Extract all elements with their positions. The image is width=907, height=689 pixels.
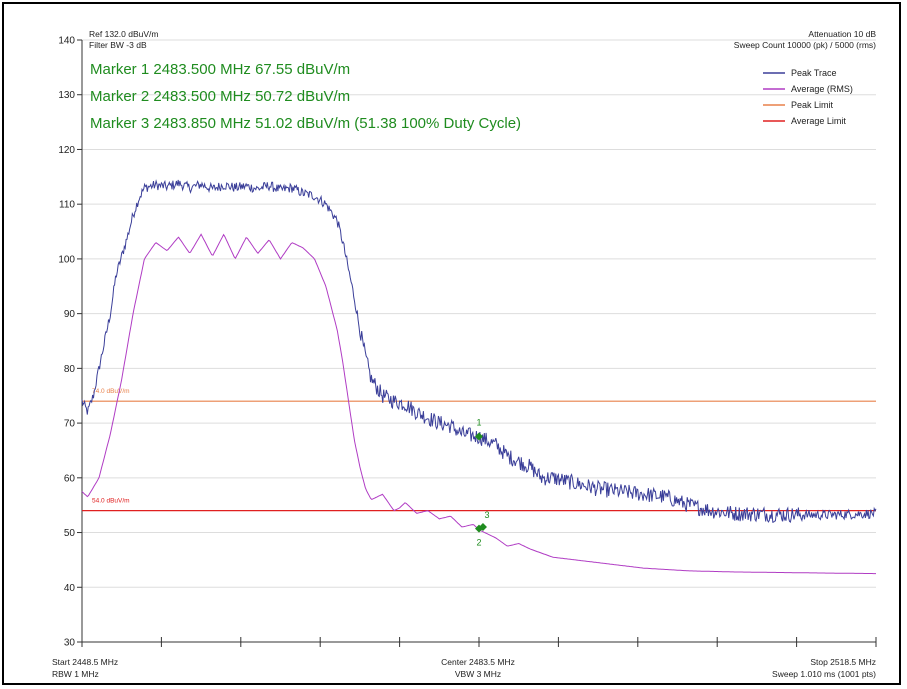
y-tick-label: 140 bbox=[58, 36, 75, 47]
legend: Peak Trace Average (RMS) Peak Limit Average… bbox=[763, 68, 853, 126]
y-tick-label: 50 bbox=[64, 528, 76, 539]
marker-1-readout: Marker 1 2483.500 MHz 67.55 dBuV/m bbox=[90, 61, 350, 78]
peak-limit-label: 74.0 dBuV/m bbox=[92, 388, 130, 395]
marker-3-label: 3 bbox=[484, 510, 489, 520]
ref-level-label: Ref 132.0 dBuV/m bbox=[89, 29, 158, 39]
rbw-label: RBW 1 MHz bbox=[52, 669, 99, 679]
marker-3-readout: Marker 3 2483.850 MHz 51.02 dBuV/m (51.3… bbox=[90, 115, 521, 132]
markers: 1 2 3 bbox=[475, 417, 489, 548]
stop-freq-label: Stop 2518.5 MHz bbox=[810, 657, 876, 667]
filter-bw-label: Filter BW -3 dB bbox=[89, 40, 147, 50]
average-trace bbox=[81, 233, 876, 575]
marker-1-diamond bbox=[475, 432, 483, 441]
average-limit-label: 54.0 dBuV/m bbox=[92, 498, 130, 505]
vbw-label: VBW 3 MHz bbox=[455, 669, 501, 679]
y-tick-label: 130 bbox=[58, 90, 75, 101]
marker-2-readout: Marker 2 2483.500 MHz 50.72 dBuV/m bbox=[90, 88, 350, 105]
y-tick-label: 120 bbox=[58, 145, 75, 156]
center-freq-label: Center 2483.5 MHz bbox=[441, 657, 515, 667]
y-tick-label: 40 bbox=[64, 583, 76, 594]
axes: 30 40 50 60 70 80 90 100 110 120 130 140 bbox=[58, 36, 877, 649]
peak-trace bbox=[81, 179, 877, 524]
attenuation-label: Attenuation 10 dB bbox=[808, 29, 876, 39]
marker-1-label: 1 bbox=[476, 417, 481, 427]
y-tick-label: 90 bbox=[64, 309, 76, 320]
limit-lines: 74.0 dBuV/m 54.0 dBuV/m bbox=[82, 388, 876, 512]
grid bbox=[82, 39, 876, 588]
start-freq-label: Start 2448.5 MHz bbox=[52, 657, 118, 667]
y-tick-label: 110 bbox=[59, 200, 75, 211]
y-tick-label: 80 bbox=[64, 364, 76, 375]
legend-peak-limit-label: Peak Limit bbox=[791, 100, 834, 110]
sweep-time-label: Sweep 1.010 ms (1001 pts) bbox=[772, 669, 876, 679]
legend-average-rms-label: Average (RMS) bbox=[791, 84, 853, 94]
y-tick-label: 30 bbox=[64, 638, 76, 649]
traces bbox=[81, 179, 877, 575]
legend-peak-trace-label: Peak Trace bbox=[791, 68, 837, 78]
marker-3-diamond bbox=[478, 522, 487, 531]
legend-average-limit-label: Average Limit bbox=[791, 116, 846, 126]
marker-2-label: 2 bbox=[476, 538, 481, 548]
y-tick-label: 60 bbox=[64, 473, 76, 484]
y-tick-label: 70 bbox=[64, 419, 76, 430]
sweep-count-label: Sweep Count 10000 (pk) / 5000 (rms) bbox=[734, 40, 876, 50]
y-tick-label: 100 bbox=[58, 254, 75, 265]
